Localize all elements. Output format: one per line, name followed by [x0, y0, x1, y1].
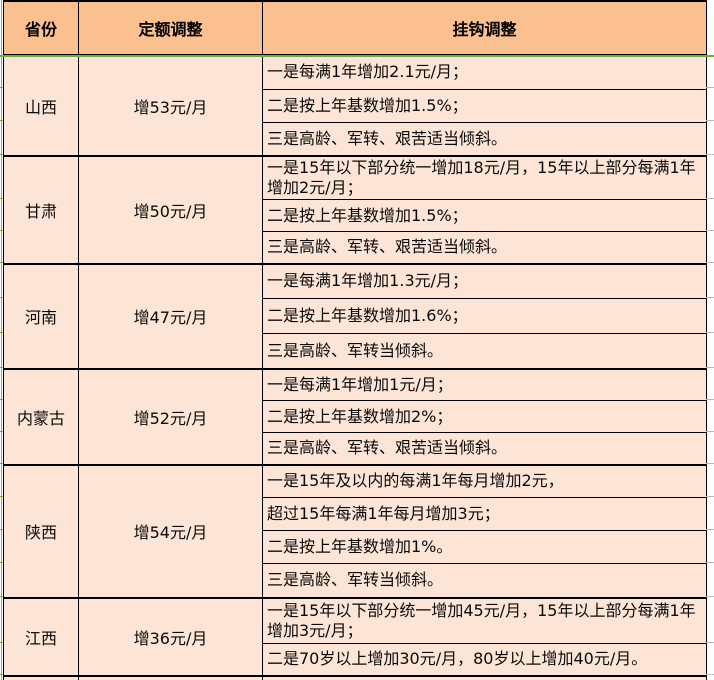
detail-cell[interactable]: 一是15年及以内的每满1年每月增加2元， — [262, 463, 707, 498]
gridline-tick-left — [0, 674, 3, 675]
gridline-tick-left — [0, 596, 3, 597]
gridline-tick-right — [706, 642, 714, 643]
gridline-tick-left — [0, 399, 3, 400]
gridline-tick-right — [706, 674, 714, 675]
gridline-tick-left — [0, 262, 3, 263]
detail-cell[interactable]: 一是15年以下部分统一增加45元/月，15年以上部分每满1年增加3元/月； — [262, 596, 707, 644]
detail-cell[interactable]: 超过15年每满1年每月增加3元； — [262, 497, 707, 531]
gridline-tick-right — [706, 297, 714, 298]
gridline-tick-left — [0, 431, 3, 432]
province-cell[interactable]: 江西 — [3, 596, 79, 676]
gridline-tick-right — [706, 332, 714, 333]
gridline-tick-left — [0, 367, 3, 368]
province-cell[interactable]: 甘肃 — [3, 155, 79, 264]
gridline-tick-right — [706, 120, 714, 121]
amount-cell[interactable]: 增50元/月 — [78, 155, 263, 264]
gridline-tick-right — [706, 496, 714, 497]
detail-cell[interactable]: 一是每满1年增加1元/月； — [262, 367, 707, 401]
table-row: 山西 增53元/月 一是每满1年增加2.1元/月； — [3, 54, 707, 157]
detail-cell[interactable]: 一是每满1年增加2.1元/月； — [262, 54, 707, 90]
gridline-tick-right — [706, 562, 714, 563]
table-row: 陕西 增54元/月 一是15年及以内的每满1年每月增加2元， — [3, 463, 707, 598]
table-row: 内蒙古 增52元/月 一是每满1年增加1元/月； — [3, 367, 707, 465]
partial-table-row — [3, 674, 707, 680]
gridline-tick-right — [706, 463, 714, 464]
gridline-tick-right — [706, 367, 714, 368]
province-cell[interactable]: 陕西 — [3, 463, 79, 598]
table-row: 三是高龄、军转、艰苦适当倾斜。 — [4, 121, 707, 157]
gridline-tick-left — [0, 154, 3, 155]
detail-cell[interactable]: 三是高龄、军转、艰苦适当倾斜。 — [262, 231, 707, 264]
amount-cell[interactable]: 增52元/月 — [78, 367, 263, 465]
table-row: 二是按上年基数增加1.6%； — [4, 298, 707, 334]
amount-cell[interactable]: 增54元/月 — [78, 463, 263, 598]
detail-cell[interactable]: 二是按上年基数增加1.5%； — [262, 88, 707, 123]
header-cell-linked-adjustment[interactable]: 挂钩调整 — [262, 0, 707, 55]
table-row: 二是按上年基数增加2%； — [4, 400, 707, 433]
table-row: 三是高龄、军转、艰苦适当倾斜。 — [4, 432, 707, 465]
gridline-tick-right — [706, 198, 714, 199]
gridline-tick-right — [706, 596, 714, 597]
province-cell[interactable]: 山西 — [3, 54, 79, 157]
table-row: 三是高龄、军转当倾斜。 — [4, 563, 707, 598]
detail-cell[interactable]: 二是按上年基数增加1.6%； — [262, 298, 707, 334]
table-row: 二是按上年基数增加1.5%； — [4, 88, 707, 123]
detail-cell[interactable] — [262, 674, 707, 680]
gridline-tick-right — [706, 529, 714, 530]
province-cell[interactable]: 内蒙古 — [3, 367, 79, 465]
green-gridline-vertical — [1, 0, 2, 680]
table-row: 三是高龄、军转、艰苦适当倾斜。 — [4, 231, 707, 264]
table-row: 河南 增47元/月 一是每满1年增加1.3元/月； — [3, 262, 707, 369]
detail-cell[interactable]: 一是15年以下部分统一增加18元/月，15年以上部分每满1年增加2元/月； — [262, 155, 707, 200]
gridline-tick-right — [706, 399, 714, 400]
green-gridline-horizontal — [0, 55, 714, 57]
detail-cell[interactable]: 二是按上年基数增加1%。 — [262, 530, 707, 564]
table-row: 江西 增36元/月 一是15年以下部分统一增加45元/月，15年以上部分每满1年增加… — [3, 596, 707, 676]
detail-cell[interactable]: 二是70岁以上增加30元/月，80岁以上增加40元/月。 — [262, 643, 707, 676]
gridline-tick-left — [0, 529, 3, 530]
detail-cell[interactable]: 三是高龄、军转当倾斜。 — [262, 563, 707, 598]
gridline-tick-left — [0, 642, 3, 643]
province-cell[interactable]: 河南 — [3, 262, 79, 369]
detail-cell[interactable]: 二是按上年基数增加1.5%； — [262, 199, 707, 232]
amount-cell[interactable]: 增47元/月 — [78, 262, 263, 369]
table-row: 二是按上年基数增加1%。 — [4, 530, 707, 564]
pension-adjustment-table: 省份 定额调整 挂钩调整 山西 增53元/月 一是每满1年增加2.1元/月； 二是按上… — [3, 0, 707, 680]
province-cell[interactable] — [3, 674, 79, 680]
header-row: 省份 定额调整 挂钩调整 — [3, 0, 707, 55]
table-row: 三是高龄、军转当倾斜。 — [4, 333, 707, 369]
amount-cell[interactable]: 增53元/月 — [78, 54, 263, 157]
gridline-tick-right — [706, 230, 714, 231]
gridline-tick-right — [706, 87, 714, 88]
detail-cell[interactable]: 三是高龄、军转、艰苦适当倾斜。 — [262, 432, 707, 465]
gridline-tick-right — [706, 262, 714, 263]
gridline-tick-left — [0, 198, 3, 199]
gridline-tick-left — [0, 332, 3, 333]
gridline-tick-right — [706, 431, 714, 432]
gridline-tick-right — [706, 154, 714, 155]
gridline-tick-left — [0, 120, 3, 121]
detail-cell[interactable]: 三是高龄、军转当倾斜。 — [262, 333, 707, 369]
gridline-tick-left — [0, 297, 3, 298]
detail-cell[interactable]: 二是按上年基数增加2%； — [262, 400, 707, 433]
amount-cell[interactable] — [78, 674, 263, 680]
gridline-tick-left — [0, 562, 3, 563]
gridline-tick-left — [0, 87, 3, 88]
table-row: 超过15年每满1年每月增加3元； — [4, 497, 707, 531]
amount-cell[interactable]: 增36元/月 — [78, 596, 263, 676]
gridline-tick-left — [0, 230, 3, 231]
gridline-tick-left — [0, 496, 3, 497]
detail-cell[interactable]: 三是高龄、军转、艰苦适当倾斜。 — [262, 121, 707, 157]
header-cell-fixed-adjustment[interactable]: 定额调整 — [78, 0, 263, 55]
gridline-tick-left — [0, 463, 3, 464]
detail-cell[interactable]: 一是每满1年增加1.3元/月； — [262, 262, 707, 299]
header-cell-province[interactable]: 省份 — [3, 0, 79, 55]
table-row: 甘肃 增50元/月 一是15年以下部分统一增加18元/月，15年以上部分每满1年增加… — [3, 155, 707, 264]
